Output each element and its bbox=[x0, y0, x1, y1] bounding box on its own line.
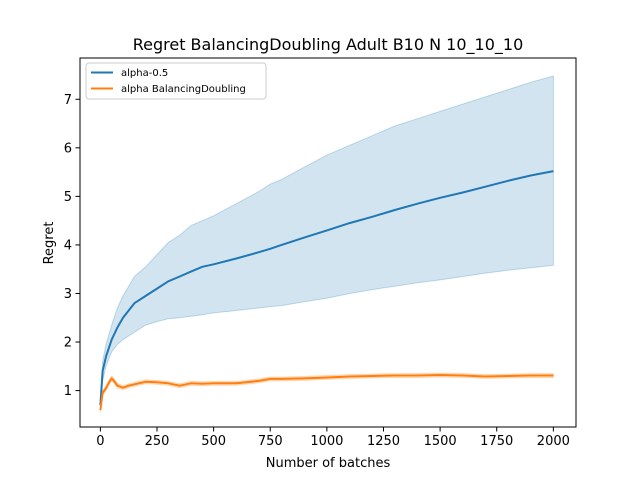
y-tick-label-4: 4 bbox=[64, 238, 72, 253]
x-tick-label-0: 0 bbox=[96, 434, 104, 449]
y-tick-label-2: 2 bbox=[64, 336, 72, 351]
x-tick-label-500: 500 bbox=[201, 434, 226, 449]
legend-label-alpha-balancingdoubling: alpha BalancingDoubling bbox=[121, 84, 246, 95]
y-tick-label-1: 1 bbox=[64, 384, 72, 399]
x-tick-label-1500: 1500 bbox=[424, 434, 457, 449]
y-tick-label-5: 5 bbox=[64, 190, 72, 205]
x-tick-label-2000: 2000 bbox=[537, 434, 570, 449]
y-tick-label-6: 6 bbox=[64, 141, 72, 156]
y-axis-label: Regret bbox=[42, 222, 57, 265]
x-tick-label-1250: 1250 bbox=[367, 434, 400, 449]
x-tick-label-750: 750 bbox=[258, 434, 283, 449]
x-tick-label-1000: 1000 bbox=[310, 434, 343, 449]
x-tick-label-250: 250 bbox=[145, 434, 170, 449]
legend: alpha-0.5 alpha BalancingDoubling bbox=[86, 63, 266, 99]
x-axis-label: Number of batches bbox=[266, 456, 391, 471]
chart-title: Regret BalancingDoubling Adult B10 N 10_… bbox=[133, 35, 524, 55]
x-tick-label-1750: 1750 bbox=[480, 434, 513, 449]
y-tick-label-3: 3 bbox=[64, 287, 72, 302]
y-tick-label-7: 7 bbox=[64, 93, 72, 108]
legend-label-alpha-0-5: alpha-0.5 bbox=[121, 68, 168, 79]
